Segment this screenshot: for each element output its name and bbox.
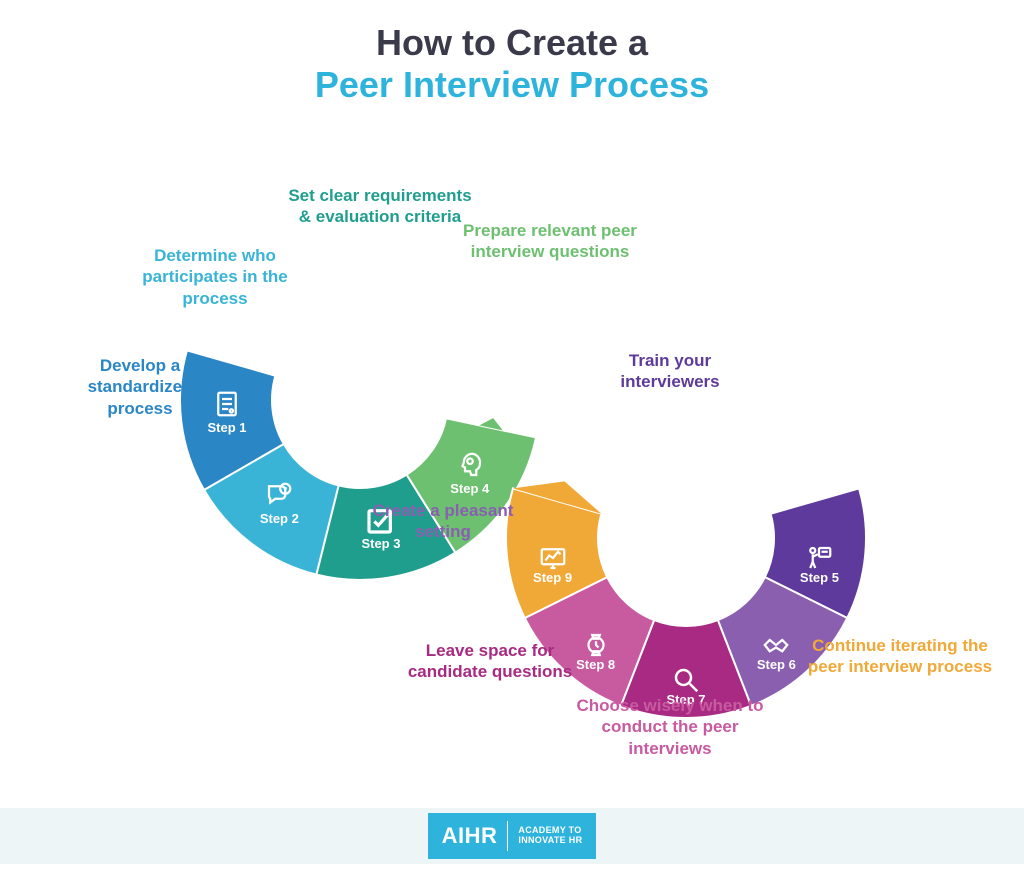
step-6-desc: Create a pleasant setting <box>358 500 528 543</box>
logo: AIHR ACADEMY TO INNOVATE HR <box>428 813 597 859</box>
step-8-desc: Choose wisely when to conduct the peer i… <box>560 695 780 759</box>
step-2-label: Step 2 <box>249 511 309 526</box>
step-6-label: Step 6 <box>746 657 806 672</box>
s-curve-diagram: Step 1?Step 2Step 3Step 4Step 5Step 6Ste… <box>0 140 1024 760</box>
step-2-desc: Determine who participates in the proces… <box>130 245 300 309</box>
svg-text:?: ? <box>284 485 288 494</box>
page-title: How to Create a Peer Interview Process <box>0 0 1024 106</box>
title-line-1: How to Create a <box>0 22 1024 64</box>
head-brain-icon <box>450 445 490 485</box>
step-4-desc: Prepare relevant peer interview question… <box>460 220 640 263</box>
step-9-label: Step 9 <box>523 570 583 585</box>
logo-divider <box>507 821 508 851</box>
step-5-desc: Train your interviewers <box>590 350 750 393</box>
title-line-2: Peer Interview Process <box>0 64 1024 106</box>
footer-band: AIHR ACADEMY TO INNOVATE HR <box>0 808 1024 864</box>
step-1-label: Step 1 <box>197 420 257 435</box>
step-3-desc: Set clear requirements & evaluation crit… <box>280 185 480 228</box>
step-9-desc: Continue iterating the peer interview pr… <box>800 635 1000 678</box>
logo-tagline: ACADEMY TO INNOVATE HR <box>518 826 582 846</box>
logo-text: AIHR <box>442 823 498 849</box>
step-1-desc: Develop a standardized process <box>60 355 220 419</box>
step-4-label: Step 4 <box>440 481 500 496</box>
chat-question-icon: ? <box>259 475 299 515</box>
step-5-label: Step 5 <box>789 570 849 585</box>
step-7-desc: Leave space for candidate questions <box>400 640 580 683</box>
